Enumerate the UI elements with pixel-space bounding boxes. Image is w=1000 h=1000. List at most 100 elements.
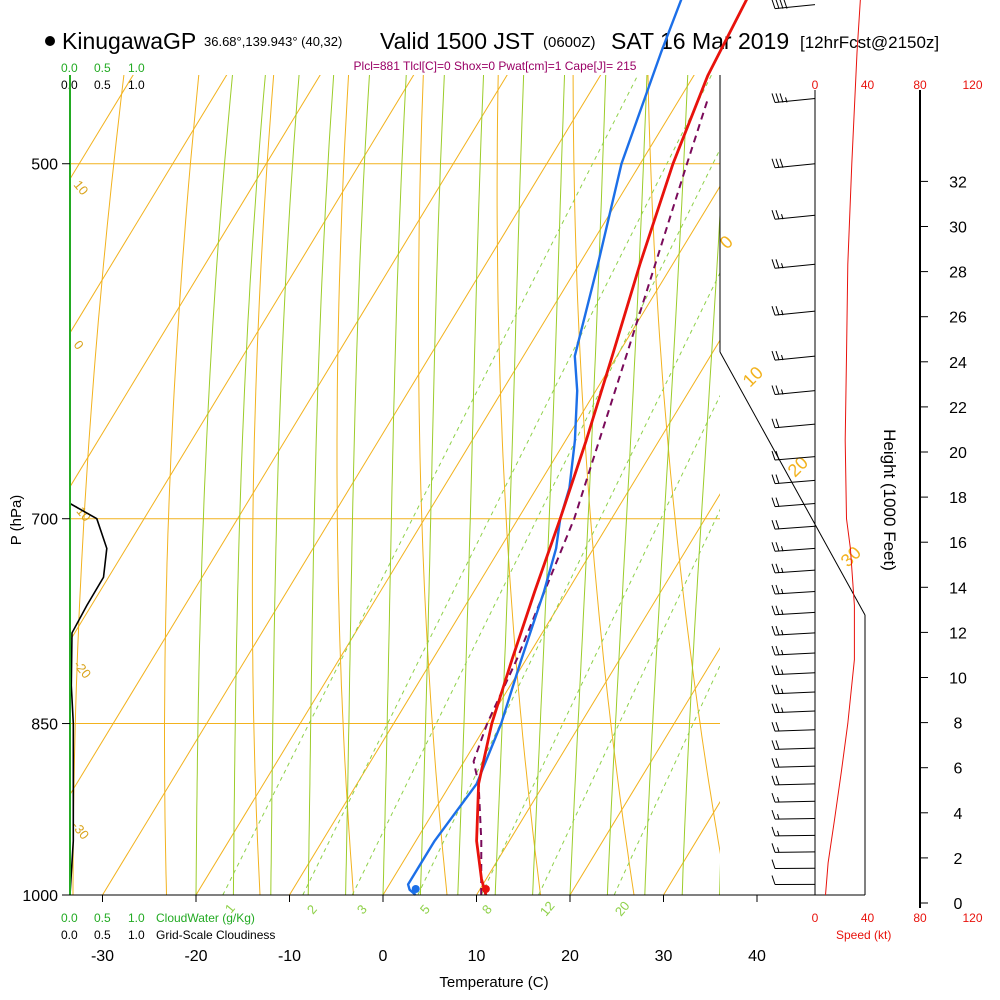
wind-barb-feather xyxy=(771,259,776,269)
wind-barb-feather xyxy=(775,563,780,573)
isotherm-line xyxy=(289,185,720,895)
wind-barb-half-feather xyxy=(781,263,784,269)
wind-barb-feather xyxy=(771,703,776,713)
wind-barb-feather xyxy=(771,775,776,786)
wind-barb xyxy=(771,722,816,732)
station-bullet-icon xyxy=(45,36,55,46)
wind-barb-feather xyxy=(775,775,780,786)
wind-barb-staff xyxy=(774,569,816,574)
mixing-ratio-line xyxy=(302,75,713,895)
wind-barb-feather xyxy=(771,875,776,885)
wind-barb-feather xyxy=(775,584,780,595)
cloudiness-tick-top: 0.5 xyxy=(94,78,111,92)
wind-barb-feather xyxy=(775,210,780,220)
height-tick-label: 2 xyxy=(954,851,963,868)
height-tick-label: 28 xyxy=(949,265,967,282)
wind-barb xyxy=(771,520,816,530)
pressure-tick-label: 1000 xyxy=(22,888,58,905)
surface-temperature-marker xyxy=(481,885,490,893)
wind-barb-feather xyxy=(775,93,780,103)
wind-barb xyxy=(771,665,816,676)
dry-adiabat-line xyxy=(496,75,541,895)
wind-barb-feather xyxy=(771,563,776,573)
wind-barb-feather xyxy=(783,0,788,9)
wind-barb-feather xyxy=(771,418,776,428)
wind-barb-feather xyxy=(775,474,780,484)
wind-barb-half-feather xyxy=(781,629,784,636)
station-name: KinugawaGP xyxy=(62,28,196,54)
wind-barb-feather xyxy=(775,758,780,768)
wind-barb-half-feather xyxy=(781,669,784,675)
temperature-line xyxy=(475,0,748,896)
wind-barb-feather xyxy=(771,450,776,461)
wind-barb-staff xyxy=(774,163,816,169)
wind-barb-feather xyxy=(775,684,780,694)
wind-barb-half-feather xyxy=(781,214,784,220)
wind-barb-feather xyxy=(775,722,780,732)
cloudiness-profile xyxy=(69,502,108,896)
wind-barb-staff xyxy=(774,503,816,508)
speed-tick-label-top: 80 xyxy=(913,78,927,92)
wind-barb xyxy=(771,385,816,395)
wind-barb-staff xyxy=(774,479,816,485)
temperature-tick-label: 20 xyxy=(561,948,579,965)
isotherm-line xyxy=(195,75,695,895)
height-tick-label: 12 xyxy=(949,625,967,642)
wind-barb-feather xyxy=(771,474,776,484)
wind-barb-feather xyxy=(771,625,776,636)
dry-adiabat-line xyxy=(647,75,720,855)
wind-barbs xyxy=(771,0,816,885)
mixing-ratio-line xyxy=(538,508,720,895)
wind-barb xyxy=(771,826,816,837)
temperature-tick-label: 0 xyxy=(379,948,388,965)
temperature-axis: -30 -20 -10 0 10 20 30 40 xyxy=(91,895,766,965)
wind-barb-feather xyxy=(775,306,780,316)
dry-adiabat-line xyxy=(418,75,448,895)
wind-barb-staff xyxy=(774,456,816,461)
height-tick-label: 6 xyxy=(954,761,963,778)
cloudiness-tick-bottom: 1.0 xyxy=(128,928,145,942)
height-tick-label: 0 xyxy=(954,896,963,913)
isotherm-line xyxy=(382,339,720,895)
cloudiness-line xyxy=(69,502,108,896)
wind-barb-feather xyxy=(775,665,780,675)
wind-barb xyxy=(771,875,816,885)
wind-barb-staff xyxy=(774,263,816,269)
wind-barb-feather xyxy=(771,93,776,103)
wind-barb-feather xyxy=(771,826,776,837)
speed-tick-label-bottom: 0 xyxy=(812,911,819,925)
wind-barb-feather xyxy=(771,306,776,316)
moist-adiabat-line xyxy=(532,75,566,895)
wind-barb-feather xyxy=(771,605,776,615)
moist-adiabat-line xyxy=(569,75,607,895)
wind-barb xyxy=(771,0,816,10)
wind-barb-staff xyxy=(774,765,816,768)
moist-adiabat-line xyxy=(345,75,370,895)
wind-barb xyxy=(771,158,816,169)
height-tick-label: 16 xyxy=(949,535,967,552)
speed-axis-title: Speed (kt) xyxy=(836,928,891,942)
isotherm-line xyxy=(102,75,602,895)
moist-adiabat-line xyxy=(232,75,266,895)
wind-barb-half-feather xyxy=(781,707,784,713)
wind-barb-feather xyxy=(771,684,776,694)
wind-barb-feather xyxy=(775,385,780,395)
wind-barb xyxy=(771,584,816,595)
wind-barb-staff xyxy=(774,390,816,395)
wind-barb xyxy=(771,645,816,656)
wind-barb-feather xyxy=(771,843,776,853)
wind-panel-diagonal xyxy=(719,351,866,616)
wind-barb-staff xyxy=(774,310,816,316)
wind-barb-feather xyxy=(771,809,776,820)
wind-barb-staff xyxy=(774,590,816,595)
wind-barb xyxy=(771,418,816,429)
wind-barb-half-feather xyxy=(781,389,784,395)
moist-adiabat-line xyxy=(494,75,525,895)
wind-barb-staff xyxy=(774,611,816,616)
wind-barb-staff xyxy=(774,747,816,750)
y-axis-title: P (hPa) xyxy=(8,495,25,546)
cloudwater-tick-top: 0.5 xyxy=(94,61,111,75)
